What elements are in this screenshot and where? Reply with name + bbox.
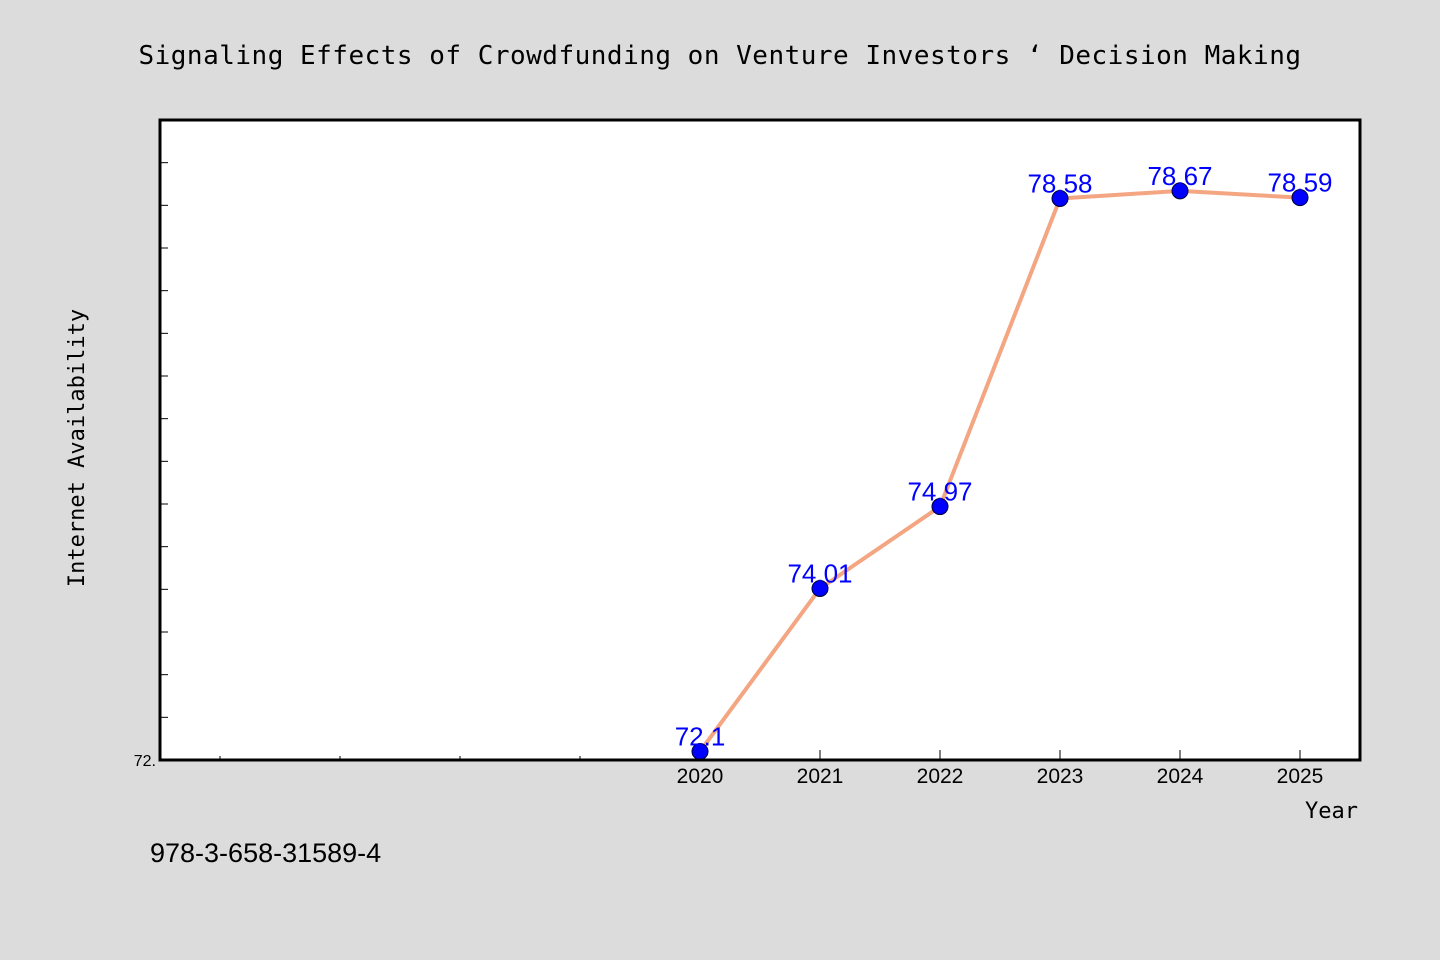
y-tick-label: 72. <box>134 753 156 770</box>
data-label: 72.1 <box>675 721 726 751</box>
chart-title: Signaling Effects of Crowdfunding on Ven… <box>138 41 1301 71</box>
data-label: 74.97 <box>907 477 972 507</box>
plot-frame <box>158 118 1362 762</box>
data-label: 74.01 <box>787 558 852 588</box>
x-tick-labels: 2020 2021 2022 2023 2024 2025 <box>677 765 1324 788</box>
y-axis-label: Internet Availability <box>65 309 90 587</box>
y-tick-labels: 72. <box>134 753 156 770</box>
data-label: 78.59 <box>1267 168 1332 198</box>
plot-area <box>160 120 1360 760</box>
data-point <box>1291 189 1309 207</box>
data-label: 78.67 <box>1147 161 1212 191</box>
series-line <box>698 188 1302 754</box>
x-tick-label: 2025 <box>1277 765 1324 788</box>
series-markers <box>691 182 1309 760</box>
data-label: 78.58 <box>1027 169 1092 199</box>
data-point <box>931 498 949 516</box>
data-labels: 72.1 74.01 74.97 78.58 78.67 78.59 <box>675 161 1333 752</box>
x-axis-label: Year <box>1305 799 1358 824</box>
data-point <box>1051 190 1069 208</box>
x-tick-label: 2024 <box>1157 765 1204 788</box>
data-point <box>1171 182 1189 200</box>
x-tick-label: 2022 <box>917 765 964 788</box>
x-tick-label: 2023 <box>1037 765 1084 788</box>
x-tick-label: 2021 <box>797 765 844 788</box>
x-tick-label: 2020 <box>677 765 724 788</box>
data-point <box>811 579 829 597</box>
isbn-footer: 978-3-658-31589-4 <box>150 838 381 868</box>
